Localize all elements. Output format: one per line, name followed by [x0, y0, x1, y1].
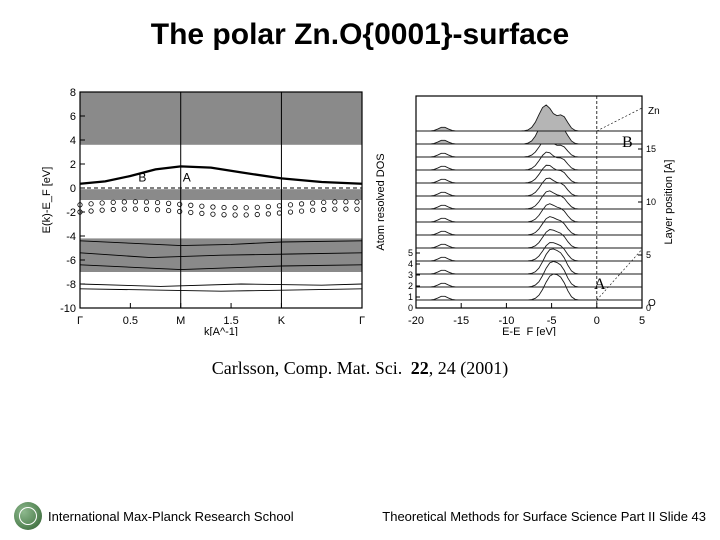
- svg-text:B: B: [138, 170, 146, 184]
- svg-text:2: 2: [408, 281, 413, 291]
- svg-text:6: 6: [70, 111, 76, 123]
- svg-text:2: 2: [70, 159, 76, 171]
- footer-left-text: International Max-Planck Research School: [48, 509, 294, 524]
- svg-text:Atom resolved DOS: Atom resolved DOS: [375, 153, 387, 250]
- svg-text:0.5: 0.5: [123, 315, 138, 327]
- svg-text:A: A: [183, 170, 191, 184]
- svg-text:-2: -2: [66, 207, 76, 219]
- svg-text:K: K: [278, 315, 286, 327]
- annotation-A: A: [594, 276, 606, 294]
- svg-text:Γ: Γ: [77, 315, 83, 327]
- footer-right: Theoretical Methods for Surface Science …: [382, 509, 706, 524]
- dos-plot: -20-15-10-505E-E_F [eV]Atom resolved DOS…: [372, 86, 682, 336]
- svg-text:E-E_F [eV]: E-E_F [eV]: [502, 326, 556, 336]
- svg-text:5: 5: [408, 248, 413, 258]
- dos-panel: -20-15-10-505E-E_F [eV]Atom resolved DOS…: [372, 86, 682, 336]
- citation-volume: 22: [411, 358, 429, 378]
- citation-author: Carlsson, Comp. Mat. Sci.: [212, 358, 403, 378]
- svg-text:4: 4: [70, 135, 76, 147]
- svg-text:-6: -6: [66, 255, 76, 267]
- svg-text:Layer position [A]: Layer position [A]: [663, 160, 675, 245]
- svg-text:-15: -15: [453, 315, 469, 327]
- svg-text:10: 10: [646, 197, 656, 207]
- svg-text:E(k)-E_F [eV]: E(k)-E_F [eV]: [41, 167, 53, 234]
- page-title: The polar Zn.O{0001}-surface: [0, 0, 720, 52]
- svg-text:1: 1: [408, 292, 413, 302]
- svg-text:0: 0: [70, 183, 76, 195]
- annotation-B: B: [622, 134, 633, 152]
- svg-text:Γ: Γ: [359, 315, 365, 327]
- svg-text:-10: -10: [60, 303, 76, 315]
- svg-text:0: 0: [408, 303, 413, 313]
- svg-text:M: M: [176, 315, 185, 327]
- mpg-logo-icon: [14, 502, 42, 530]
- citation: Carlsson, Comp. Mat. Sci. 22, 24 (2001): [0, 358, 720, 379]
- footer: International Max-Planck Research School…: [0, 502, 720, 530]
- citation-rest: , 24 (2001): [429, 358, 509, 378]
- svg-text:Zn: Zn: [648, 106, 660, 117]
- svg-text:15: 15: [646, 144, 656, 154]
- footer-left: International Max-Planck Research School: [14, 502, 294, 530]
- svg-text:-8: -8: [66, 279, 76, 291]
- svg-text:5: 5: [639, 315, 645, 327]
- svg-text:-4: -4: [66, 231, 76, 243]
- svg-text:5: 5: [646, 250, 651, 260]
- band-structure-panel: -10-8-6-4-202468Γ0.5M1.5KΓk[A^-1]E(k)-E_…: [38, 86, 368, 336]
- svg-text:3: 3: [408, 270, 413, 280]
- svg-text:0: 0: [594, 315, 600, 327]
- band-structure-plot: -10-8-6-4-202468Γ0.5M1.5KΓk[A^-1]E(k)-E_…: [38, 86, 368, 336]
- svg-text:8: 8: [70, 87, 76, 99]
- svg-text:O: O: [648, 298, 656, 309]
- svg-text:-20: -20: [408, 315, 424, 327]
- svg-text:k[A^-1]: k[A^-1]: [204, 326, 238, 336]
- svg-text:4: 4: [408, 259, 413, 269]
- figure-row: -10-8-6-4-202468Γ0.5M1.5KΓk[A^-1]E(k)-E_…: [0, 86, 720, 336]
